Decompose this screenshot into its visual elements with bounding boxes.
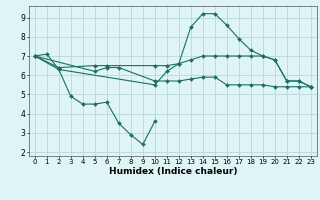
X-axis label: Humidex (Indice chaleur): Humidex (Indice chaleur) <box>108 167 237 176</box>
